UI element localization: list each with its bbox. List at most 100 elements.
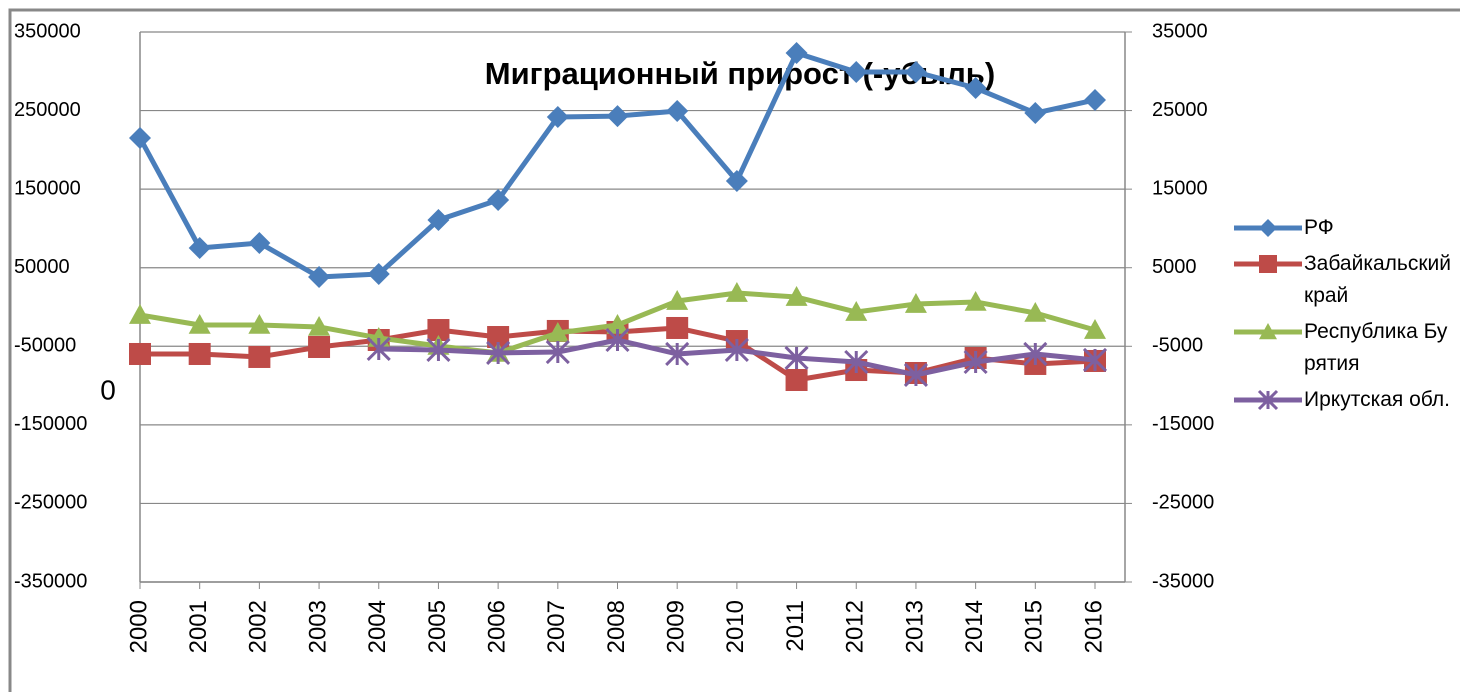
y2-tick-label: -25000: [1152, 492, 1214, 514]
y-tick-label: -150000: [14, 413, 87, 435]
y-tick-label: 350000: [14, 20, 81, 42]
marker: [1023, 341, 1048, 367]
marker: [785, 286, 808, 306]
marker: [248, 231, 271, 254]
x-tick-label: 2008: [603, 600, 630, 653]
x-tick-label: 2002: [245, 600, 272, 653]
marker: [1084, 319, 1106, 339]
legend-item: Иркутская обл.: [1232, 384, 1457, 416]
marker: [188, 342, 211, 365]
marker: [1024, 102, 1047, 125]
legend-label: Иркутская обл.: [1304, 388, 1450, 411]
marker: [964, 77, 987, 100]
x-tick-label: 2013: [901, 600, 928, 653]
marker: [367, 263, 390, 285]
marker: [487, 326, 510, 349]
marker: [248, 345, 271, 368]
marker: [845, 60, 868, 83]
y-tick-label: 50000: [14, 256, 70, 278]
legend-label: Республика Бурятия: [1304, 320, 1448, 375]
marker: [487, 188, 510, 211]
x-tick-label: 2006: [483, 600, 510, 653]
legend-item: Республика Бурятия: [1232, 316, 1457, 380]
marker: [606, 105, 629, 128]
marker: [725, 169, 748, 192]
marker: [725, 282, 748, 302]
marker: [666, 99, 689, 122]
y-tick-label: -350000: [14, 570, 87, 592]
x-tick-label: 2011: [782, 600, 809, 652]
legend-marker: [1259, 323, 1277, 340]
marker: [129, 126, 151, 149]
x-tick-label: 2007: [543, 600, 570, 653]
marker: [426, 337, 451, 363]
marker: [963, 349, 988, 375]
marker: [1082, 347, 1108, 373]
marker: [188, 313, 211, 334]
x-tick-label: 2010: [722, 600, 749, 653]
x-tick-label: 2009: [663, 600, 690, 653]
marker: [903, 362, 928, 388]
marker: [1024, 301, 1047, 322]
marker: [308, 335, 331, 358]
marker: [606, 313, 629, 334]
legend-item: РФ: [1232, 212, 1457, 244]
y-tick-label: -50000: [14, 335, 76, 357]
marker: [1084, 88, 1106, 111]
marker: [248, 313, 271, 334]
marker: [308, 315, 331, 336]
y-tick-label: 250000: [14, 99, 81, 121]
legend-label: РФ: [1304, 216, 1334, 239]
marker: [605, 327, 630, 353]
marker: [366, 336, 391, 362]
marker: [427, 319, 450, 342]
frame: [8, 8, 1460, 692]
marker: [785, 368, 808, 391]
marker: [904, 293, 927, 313]
legend-swatch: [1234, 323, 1302, 340]
marker: [904, 60, 927, 83]
marker: [724, 337, 749, 363]
marker: [666, 316, 689, 339]
x-tick-label: 2004: [364, 600, 391, 653]
marker: [546, 106, 569, 129]
legend-marker: [1257, 389, 1279, 411]
legend-marker: [1259, 255, 1277, 273]
annotation: 0: [100, 374, 116, 405]
marker: [964, 290, 987, 311]
y2-tick-label: -35000: [1152, 570, 1214, 592]
legend-swatch: [1234, 219, 1302, 237]
legend-marker: [1259, 219, 1277, 237]
x-tick-label: 2012: [842, 600, 869, 653]
x-tick-label: 2000: [125, 600, 152, 653]
y2-tick-label: -15000: [1152, 413, 1214, 435]
marker: [844, 349, 869, 375]
x-tick-label: 2016: [1080, 600, 1107, 653]
y-tick-label: -250000: [14, 492, 87, 514]
legend-label: Забайкальский край: [1304, 252, 1451, 307]
marker: [308, 265, 331, 288]
x-tick-label: 2005: [424, 600, 451, 653]
marker: [845, 301, 868, 321]
marker: [129, 304, 151, 324]
marker: [784, 345, 809, 371]
marker: [129, 342, 151, 365]
marker: [486, 340, 511, 366]
y2-tick-label: 25000: [1152, 99, 1208, 121]
marker: [546, 322, 569, 342]
x-tick-label: 2015: [1021, 600, 1048, 653]
marker: [427, 209, 450, 232]
marker: [545, 339, 570, 365]
marker: [665, 341, 690, 367]
x-tick-label: 2001: [185, 600, 212, 653]
x-tick-label: 2003: [304, 600, 331, 653]
marker: [188, 236, 211, 259]
y-tick-label: 150000: [14, 177, 81, 199]
marker: [785, 41, 808, 64]
y2-tick-label: 35000: [1152, 20, 1208, 42]
marker: [666, 290, 689, 310]
x-tick-label: 2014: [961, 600, 988, 653]
legend-swatch: [1234, 389, 1302, 411]
